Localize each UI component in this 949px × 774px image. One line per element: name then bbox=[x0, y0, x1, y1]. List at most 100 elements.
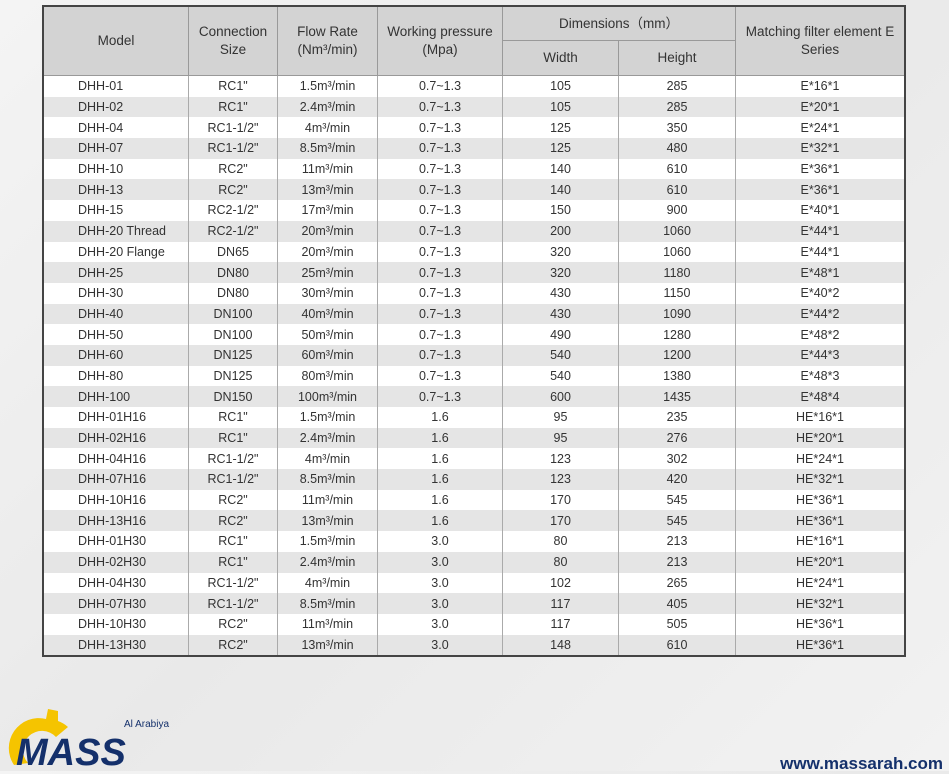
cell-pressure: 1.6 bbox=[377, 469, 503, 490]
cell-filter: E*44*2 bbox=[735, 303, 906, 325]
cell-filter: E*48*1 bbox=[735, 262, 906, 283]
cell-height: 405 bbox=[618, 593, 736, 614]
cell-connection: DN125 bbox=[188, 365, 278, 387]
svg-text:Al Arabiya: Al Arabiya bbox=[124, 719, 169, 730]
table-row: DHH-50 DN100 50m³/min 0.7~1.3 490 1280 E*48*2 bbox=[42, 324, 906, 345]
cell-pressure: 3.0 bbox=[377, 634, 503, 657]
cell-pressure: 0.7~1.3 bbox=[377, 75, 503, 97]
table-row: DHH-20 Thread RC2-1/2" 20m³/min 0.7~1.3 200 1… bbox=[42, 220, 906, 242]
table-row: DHH-20 Flange DN65 20m³/min 0.7~1.3 320 1060 E… bbox=[42, 241, 906, 263]
cell-model: DHH-10H16 bbox=[42, 489, 189, 511]
cell-width: 430 bbox=[502, 282, 619, 304]
header-connection: Connection Size bbox=[188, 5, 278, 76]
cell-height: 213 bbox=[618, 551, 736, 573]
header-dimensions: Dimensions（mm） bbox=[502, 5, 736, 41]
table-row: DHH-10H16 RC2" 11m³/min 1.6 170 545 HE*36*1 bbox=[42, 489, 906, 511]
cell-filter: E*48*3 bbox=[735, 365, 906, 387]
cell-filter: E*40*2 bbox=[735, 282, 906, 304]
cell-filter: E*44*1 bbox=[735, 241, 906, 263]
cell-pressure: 3.0 bbox=[377, 531, 503, 552]
cell-filter: E*36*1 bbox=[735, 179, 906, 201]
cell-height: 350 bbox=[618, 117, 736, 139]
cell-width: 117 bbox=[502, 613, 619, 635]
cell-height: 545 bbox=[618, 510, 736, 532]
cell-connection: RC1" bbox=[188, 96, 278, 118]
cell-height: 235 bbox=[618, 407, 736, 428]
cell-connection: RC1-1/2" bbox=[188, 572, 278, 594]
cell-pressure: 0.7~1.3 bbox=[377, 158, 503, 180]
cell-height: 1060 bbox=[618, 220, 736, 242]
cell-connection: DN80 bbox=[188, 282, 278, 304]
cell-height: 900 bbox=[618, 200, 736, 221]
cell-flow: 4m³/min bbox=[277, 448, 378, 470]
cell-pressure: 3.0 bbox=[377, 593, 503, 614]
cell-model: DHH-15 bbox=[42, 200, 189, 221]
cell-pressure: 3.0 bbox=[377, 572, 503, 594]
cell-width: 123 bbox=[502, 448, 619, 470]
table-row: DHH-07H16 RC1-1/2" 8.5m³/min 1.6 123 420 HE*32… bbox=[42, 469, 906, 490]
cell-height: 545 bbox=[618, 489, 736, 511]
cell-connection: RC2-1/2" bbox=[188, 220, 278, 242]
cell-filter: E*36*1 bbox=[735, 158, 906, 180]
cell-flow: 4m³/min bbox=[277, 117, 378, 139]
table-row: DHH-30 DN80 30m³/min 0.7~1.3 430 1150 E*40*2 bbox=[42, 282, 906, 304]
cell-connection: RC2" bbox=[188, 489, 278, 511]
table-row: DHH-25 DN80 25m³/min 0.7~1.3 320 1180 E*48*1 bbox=[42, 262, 906, 283]
cell-width: 140 bbox=[502, 179, 619, 201]
cell-width: 320 bbox=[502, 241, 619, 263]
cell-model: DHH-01H16 bbox=[42, 407, 189, 428]
cell-pressure: 0.7~1.3 bbox=[377, 386, 503, 407]
cell-connection: RC2-1/2" bbox=[188, 200, 278, 221]
cell-height: 213 bbox=[618, 531, 736, 552]
cell-model: DHH-10 bbox=[42, 158, 189, 180]
cell-connection: RC1-1/2" bbox=[188, 138, 278, 159]
cell-filter: E*48*2 bbox=[735, 324, 906, 345]
cell-height: 276 bbox=[618, 427, 736, 449]
cell-pressure: 0.7~1.3 bbox=[377, 282, 503, 304]
table-row: DHH-02H16 RC1" 2.4m³/min 1.6 95 276 HE*20*1 bbox=[42, 427, 906, 449]
cell-connection: RC1-1/2" bbox=[188, 469, 278, 490]
cell-width: 125 bbox=[502, 138, 619, 159]
table-row: DHH-40 DN100 40m³/min 0.7~1.3 430 1090 E*44*2 bbox=[42, 303, 906, 325]
table-row: DHH-02H30 RC1" 2.4m³/min 3.0 80 213 HE*20*1 bbox=[42, 551, 906, 573]
mass-logo: Al Arabiya MASS bbox=[8, 709, 169, 771]
cell-width: 102 bbox=[502, 572, 619, 594]
cell-width: 320 bbox=[502, 262, 619, 283]
cell-filter: E*44*3 bbox=[735, 344, 906, 366]
cell-width: 125 bbox=[502, 117, 619, 139]
cell-filter: E*20*1 bbox=[735, 96, 906, 118]
cell-flow: 8.5m³/min bbox=[277, 138, 378, 159]
cell-model: DHH-07H30 bbox=[42, 593, 189, 614]
cell-width: 95 bbox=[502, 427, 619, 449]
cell-height: 1150 bbox=[618, 282, 736, 304]
website-url[interactable]: www.massarah.com bbox=[780, 754, 943, 773]
cell-pressure: 0.7~1.3 bbox=[377, 324, 503, 345]
cell-flow: 50m³/min bbox=[277, 324, 378, 345]
cell-model: DHH-80 bbox=[42, 365, 189, 387]
table-row: DHH-07H30 RC1-1/2" 8.5m³/min 3.0 117 405 HE*32… bbox=[42, 593, 906, 614]
cell-filter: HE*36*1 bbox=[735, 613, 906, 635]
cell-flow: 20m³/min bbox=[277, 241, 378, 263]
spec-table: Model Connection Size Flow Rate (Nm³/min… bbox=[42, 5, 906, 658]
table-row: DHH-60 DN125 60m³/min 0.7~1.3 540 1200 E*44*3 bbox=[42, 344, 906, 366]
cell-pressure: 0.7~1.3 bbox=[377, 241, 503, 263]
cell-model: DHH-07H16 bbox=[42, 469, 189, 490]
cell-pressure: 0.7~1.3 bbox=[377, 138, 503, 159]
cell-pressure: 0.7~1.3 bbox=[377, 365, 503, 387]
cell-filter: HE*20*1 bbox=[735, 551, 906, 573]
cell-filter: HE*36*1 bbox=[735, 634, 906, 657]
cell-height: 420 bbox=[618, 469, 736, 490]
header-model: Model bbox=[42, 5, 189, 76]
cell-width: 117 bbox=[502, 593, 619, 614]
cell-flow: 25m³/min bbox=[277, 262, 378, 283]
cell-filter: HE*16*1 bbox=[735, 407, 906, 428]
cell-flow: 2.4m³/min bbox=[277, 551, 378, 573]
cell-height: 285 bbox=[618, 96, 736, 118]
cell-pressure: 0.7~1.3 bbox=[377, 220, 503, 242]
cell-connection: RC1" bbox=[188, 407, 278, 428]
cell-width: 170 bbox=[502, 510, 619, 532]
cell-flow: 80m³/min bbox=[277, 365, 378, 387]
cell-flow: 1.5m³/min bbox=[277, 407, 378, 428]
cell-connection: DN150 bbox=[188, 386, 278, 407]
cell-model: DHH-04H30 bbox=[42, 572, 189, 594]
